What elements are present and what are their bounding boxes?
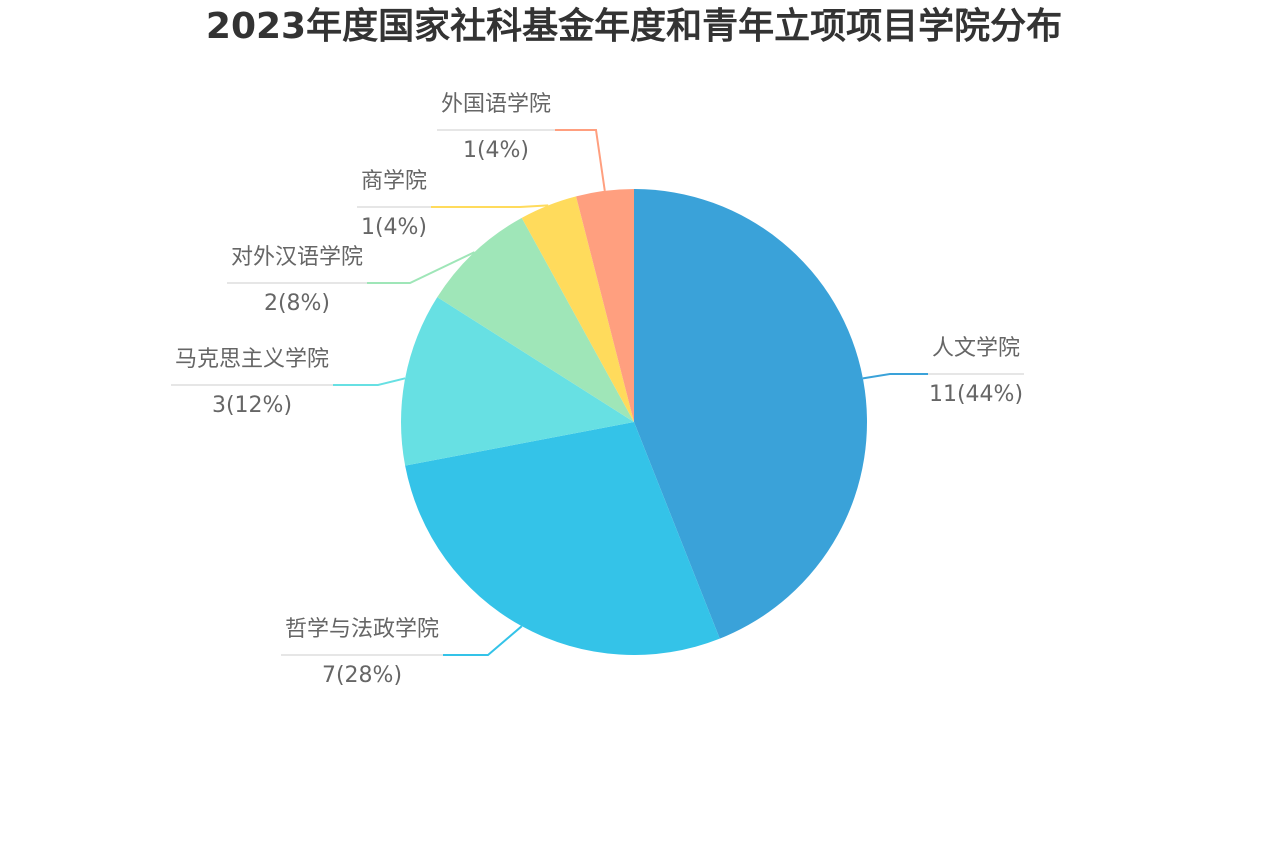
leader-line [333,377,406,386]
slice-label: 人文学院 [932,336,1020,361]
pie-slice [401,297,634,466]
slice-value-label: 2(8%) [264,291,330,316]
leader-line [431,204,549,208]
leader-line [555,129,606,191]
slice-value-label: 7(28%) [322,663,402,688]
slice-label: 马克思主义学院 [175,347,329,372]
slice-value-label: 1(4%) [361,215,427,240]
slice-label: 外国语学院 [441,92,551,117]
slice-label: 商学院 [361,169,427,194]
pie-slice [521,196,634,422]
slice-label: 对外汉语学院 [231,245,363,270]
pie-slice [405,422,720,655]
leader-line [443,625,523,656]
pie-slice [576,189,634,422]
slice-label: 哲学与法政学院 [285,617,439,642]
leader-line [862,373,928,380]
leader-line [367,251,475,284]
slice-value-label: 11(44%) [929,382,1023,407]
pie-slice [437,217,634,422]
pie-slice [634,188,868,639]
chart-title: 2023年度国家社科基金年度和青年立项项目学院分布 [206,5,1062,47]
slice-value-label: 1(4%) [463,138,529,163]
slice-value-label: 3(12%) [212,393,292,418]
